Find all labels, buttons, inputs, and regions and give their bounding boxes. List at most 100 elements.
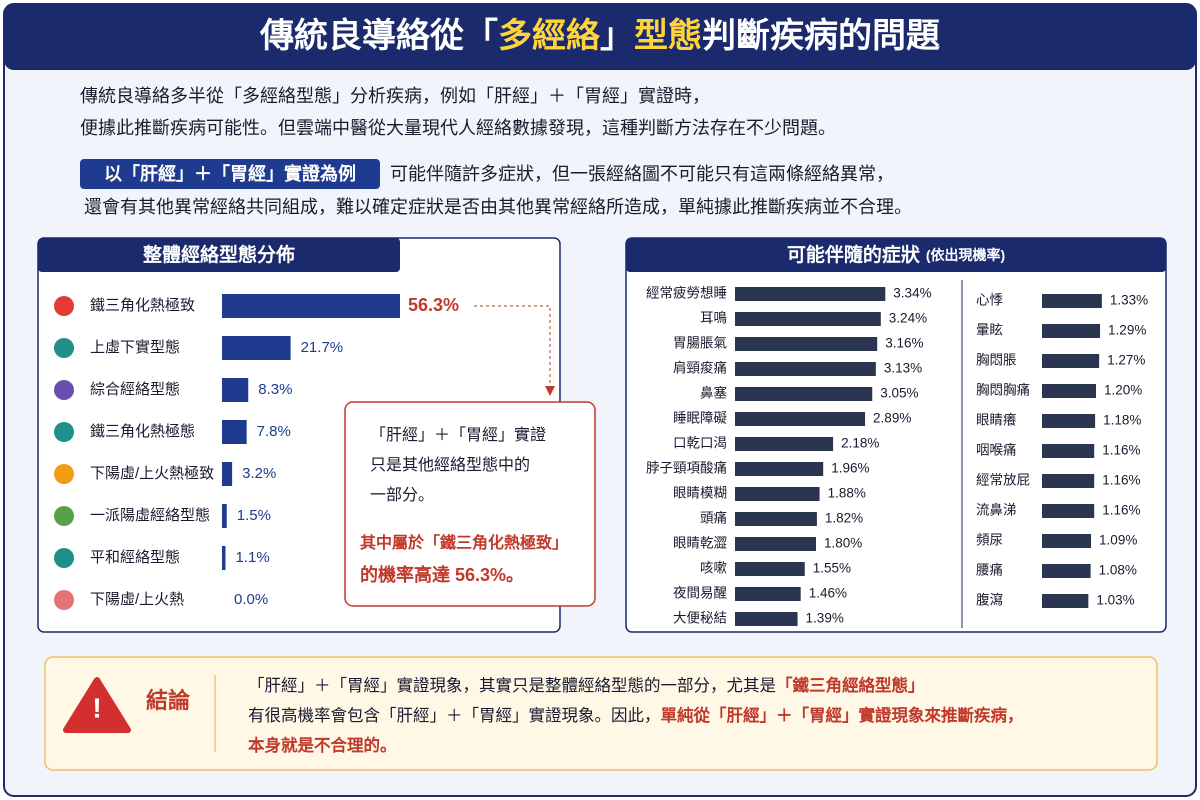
warning-icon — [63, 677, 131, 733]
callout-line: 「肝經」＋「胃經」實證 — [370, 425, 546, 444]
category-label: 腹瀉 — [976, 592, 1003, 608]
value-label: 3.34% — [893, 286, 931, 301]
conclusion-segment: 「鐵三角經絡型態」 — [776, 675, 925, 695]
tag-box — [80, 159, 380, 189]
bar — [735, 387, 873, 401]
category-icon — [54, 464, 74, 484]
category-label: 綜合經絡型態 — [90, 381, 180, 398]
value-label: 2.89% — [873, 411, 911, 426]
category-label: 耳鳴 — [700, 311, 727, 326]
category-icon — [54, 338, 74, 358]
bar — [735, 612, 798, 626]
header-band — [4, 4, 1196, 70]
category-icon — [54, 422, 74, 442]
bar — [1042, 384, 1096, 398]
value-label: 8.3% — [258, 381, 292, 398]
conclusion-line: 有很高機率會包含「肝經」＋「胃經」實證現象。因此，單純從「肝經」＋「胃經」實證現… — [248, 705, 1024, 725]
value-label: 1.16% — [1102, 473, 1140, 488]
value-label: 7.8% — [257, 423, 291, 440]
value-label: 1.80% — [824, 536, 862, 551]
bar — [1042, 294, 1102, 308]
bar — [1042, 564, 1091, 578]
title-segment: 傳統良導絡從「 — [259, 16, 498, 55]
value-label: 1.33% — [1110, 293, 1148, 308]
bar — [735, 412, 866, 426]
value-label: 3.16% — [885, 336, 923, 351]
bar — [1042, 474, 1095, 488]
category-label: 下陽虛/上火熱 — [90, 591, 184, 608]
bar — [1042, 594, 1089, 608]
tag: 以「肝經」＋「胃經」實證為例 — [104, 163, 356, 184]
bar — [735, 537, 816, 551]
bar — [222, 462, 233, 486]
category-label: 口乾口渴 — [673, 436, 727, 451]
value-label: 1.03% — [1096, 593, 1134, 608]
value-label: 56.3% — [408, 295, 459, 315]
bar — [1042, 354, 1100, 368]
value-label: 1.55% — [813, 561, 851, 576]
category-label: 夜間易醒 — [673, 586, 727, 601]
category-label: 心悸 — [976, 293, 1004, 308]
value-label: 3.2% — [242, 465, 276, 482]
bar — [1042, 414, 1096, 428]
value-label: 1.29% — [1108, 323, 1146, 338]
value-label: 1.09% — [1099, 533, 1137, 548]
conclusion-segment: 有很高機率會包含「肝經」＋「胃經」實證現象。因此， — [248, 706, 661, 725]
intro-line: 便據此推斷疾病可能性。但雲端中醫從大量現代人經絡數據發現，這種判斷方法存在不少問… — [80, 118, 836, 138]
value-label: 1.08% — [1099, 563, 1137, 578]
conclusion-segment: 「肝經」＋「胃經」實證現象，其實只是整體經絡型態的一部分，尤其是 — [248, 676, 776, 695]
connector-arrow — [545, 386, 555, 396]
category-label: 平和經絡型態 — [90, 549, 180, 566]
bar — [735, 312, 881, 326]
category-label: 經常放屁 — [976, 473, 1030, 488]
category-label: 頭痛 — [700, 510, 727, 526]
category-label: 經常疲勞想睡 — [646, 285, 727, 301]
bar — [222, 294, 400, 318]
callout-emphasis: 的機率高達 56.3%。 — [360, 564, 524, 585]
bar — [735, 287, 886, 301]
chart-title: 可能伴隨的症狀 (依出現機率) — [787, 243, 1005, 266]
category-icon — [54, 590, 74, 610]
bar — [222, 420, 247, 444]
category-icon — [54, 506, 74, 526]
category-label: 胸悶胸痛 — [976, 382, 1030, 398]
category-label: 胃腸脹氣 — [673, 336, 727, 351]
example-line: 可能伴隨許多症狀，但一張經絡圖不可能只有這兩條經絡異常， — [390, 164, 894, 184]
category-label: 暈眩 — [976, 323, 1003, 338]
bar — [1042, 444, 1095, 458]
chart-title: 整體經絡型態分佈 — [143, 243, 295, 266]
bar — [735, 587, 801, 601]
bar — [1042, 324, 1101, 338]
example-line: 還會有其他異常經絡共同組成，難以確定症狀是否由其他異常經絡所造成，單純據此推斷疾… — [84, 197, 912, 217]
category-icon — [54, 548, 74, 568]
conclusion-segment: 單純從「肝經」＋「胃經」實證現象來推斷疾病， — [661, 705, 1024, 725]
value-label: 21.7% — [301, 339, 344, 356]
value-label: 1.18% — [1103, 413, 1141, 428]
title-segment: 」 — [600, 17, 634, 55]
category-label: 眼睛癢 — [976, 412, 1017, 428]
category-label: 肩頸痠痛 — [673, 360, 727, 376]
bar — [735, 562, 805, 576]
bar — [735, 362, 876, 376]
value-label: 3.13% — [884, 361, 922, 376]
value-label: 1.39% — [806, 611, 844, 626]
value-label: 1.27% — [1107, 353, 1145, 368]
conclusion-label: 結論 — [146, 688, 191, 713]
bar — [735, 512, 817, 526]
bar — [222, 336, 291, 360]
chart-title-main: 可能伴隨的症狀 — [787, 243, 921, 266]
category-label: 腰痛 — [976, 562, 1003, 578]
callout-line: 一部分。 — [370, 486, 434, 504]
value-label: 3.24% — [889, 311, 927, 326]
connector — [474, 305, 551, 394]
bar — [735, 337, 878, 351]
title-segment: 判斷疾病的問題 — [702, 17, 940, 55]
category-label: 鐵三角化熱極態 — [90, 422, 195, 440]
category-icon — [54, 380, 74, 400]
bar — [222, 504, 227, 528]
category-label: 上虛下實型態 — [90, 338, 180, 356]
category-label: 大便秘結 — [673, 611, 727, 626]
value-label: 1.20% — [1104, 383, 1142, 398]
title-segment: 多經絡 — [498, 17, 601, 55]
callout-box — [344, 401, 596, 607]
